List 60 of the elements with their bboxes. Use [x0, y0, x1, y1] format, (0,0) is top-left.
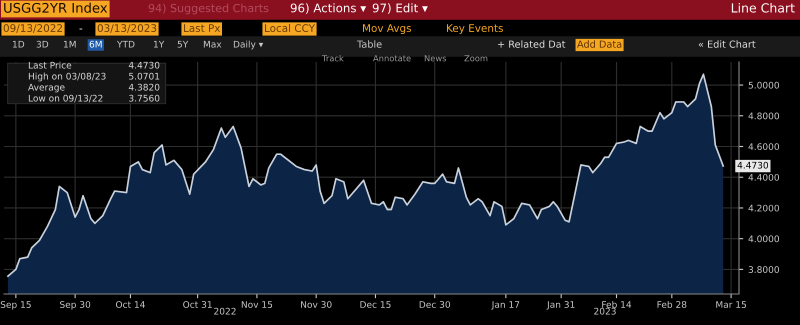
x-tick-label: Dec 30	[420, 301, 450, 308]
text: « Edit Chart	[698, 40, 756, 48]
text: Daily ▾	[234, 40, 264, 50]
text: 03/13/2023	[98, 24, 156, 33]
chart-subtitle: Line Chart	[732, 2, 795, 13]
text: Last Px	[184, 24, 220, 32]
y-tick-label: 4.8000	[748, 112, 780, 120]
annotation: High on 03/08/23	[28, 72, 106, 82]
y-tick-label: 4.6000	[748, 143, 780, 150]
text: 1M	[64, 40, 76, 48]
text: Table	[356, 40, 382, 48]
text: Annotate	[373, 55, 411, 62]
text: 09/13/2022	[4, 24, 62, 33]
text: 2022	[214, 308, 236, 315]
x-tick-label: Jan 31	[546, 301, 574, 310]
y-tick-label: 3.8000	[748, 266, 780, 273]
text: 5Y	[178, 40, 188, 48]
text: 96) Actions ▾	[290, 3, 366, 14]
annotation: Last Price	[28, 62, 72, 69]
text: YTD	[116, 40, 134, 48]
x-tick-label: Jan 17	[491, 301, 520, 310]
x-tick-label: Sep 30	[60, 301, 90, 310]
annotation: Average	[28, 84, 65, 92]
annotation: 5.0701	[129, 72, 160, 80]
x-tick-label: Mar 15	[716, 301, 746, 308]
text: Key Events	[447, 24, 503, 34]
x-tick-label: Feb 14	[602, 300, 632, 308]
text: Local CCY	[265, 24, 316, 32]
text: 1Y	[154, 40, 164, 48]
x-tick-label: Sep 15	[0, 301, 31, 310]
text: 97) Edit ▾	[372, 3, 428, 14]
text: Zoom	[464, 55, 488, 62]
text: 2023	[594, 308, 616, 315]
text: 94) Suggested Charts	[148, 4, 268, 14]
y-tick-label: 4.4000	[748, 174, 780, 181]
annotation: 4.4730	[738, 162, 768, 169]
text: 1D	[12, 40, 24, 48]
chart-title: USGG2YR Index	[4, 2, 108, 13]
x-tick-label: Nov 30	[301, 301, 332, 308]
annotation: 4.3820	[128, 84, 160, 91]
x-tick-label: Nov 15	[242, 301, 272, 308]
annotation: 4.4730	[128, 62, 160, 69]
text: 3D	[36, 40, 48, 48]
text: 6M	[90, 40, 102, 48]
text: Mov Avgs	[363, 24, 412, 34]
text: + Related Dat	[498, 40, 566, 48]
x-tick-label: Oct 31	[183, 301, 212, 308]
y-tick-label: 5.0000	[748, 82, 780, 89]
text: Max	[204, 40, 222, 48]
annotation: Low on 09/13/22	[28, 94, 102, 102]
text: News	[424, 55, 446, 62]
y-tick-label: 4.2000	[748, 204, 780, 212]
x-tick-label: Feb 28	[658, 300, 686, 308]
text: -	[80, 28, 82, 30]
x-tick-label: Dec 15	[360, 301, 391, 308]
annotation: 3.7560	[129, 94, 160, 102]
text: Track	[322, 54, 344, 62]
y-tick-label: 4.0000	[748, 235, 780, 242]
text: Add Data	[577, 40, 622, 48]
x-tick-label: Oct 14	[116, 301, 145, 308]
